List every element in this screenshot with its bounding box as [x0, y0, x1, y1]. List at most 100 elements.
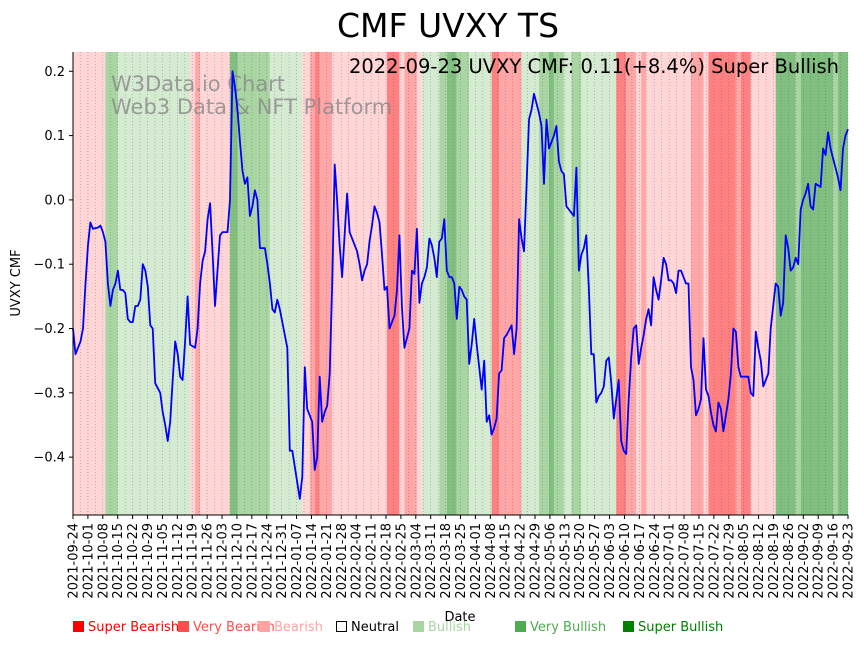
- legend-label: Super Bearish: [88, 620, 180, 635]
- x-tick-label: 2022-02-11: [365, 523, 380, 599]
- x-tick-label: 2022-08-19: [767, 523, 782, 599]
- legend-item-super-bullish: Super Bullish: [623, 620, 723, 635]
- x-tick-label: 2022-07-22: [707, 523, 722, 599]
- x-tick-label: 2022-03-25: [454, 523, 469, 599]
- x-tick-label: 2021-12-10: [230, 523, 245, 599]
- band-super-bearish: [491, 52, 500, 515]
- x-tick-label: 2022-04-01: [469, 523, 484, 599]
- legend-swatch-icon: [515, 621, 526, 632]
- x-tick-label: 2022-09-23: [842, 523, 857, 599]
- y-tick-label: −0.2: [33, 322, 65, 337]
- x-axis-label: Date: [444, 610, 475, 625]
- watermark-line-2: Web3 Data & NFT Platform: [111, 95, 392, 119]
- x-tick-label: 2021-10-22: [126, 523, 141, 599]
- band-bearish: [636, 52, 642, 515]
- band-very-bearish: [626, 52, 637, 515]
- x-tick-label: 2021-11-12: [171, 523, 186, 599]
- legend-item-neutral: Neutral: [336, 620, 399, 635]
- band-bullish: [563, 52, 572, 515]
- x-tick-label: 2022-06-24: [648, 523, 663, 599]
- band-super-bearish: [314, 52, 320, 515]
- band-super-bullish: [548, 52, 554, 515]
- y-tick-label: −0.3: [33, 386, 65, 401]
- x-tick-label: 2021-10-01: [81, 523, 96, 599]
- watermark-line-1: W3Data.io Chart: [111, 72, 285, 96]
- band-super-bullish: [775, 52, 796, 515]
- legend-item-bearish: Bearish: [259, 620, 323, 635]
- x-tick-label: 2022-04-08: [484, 523, 499, 599]
- x-tick-label: 2021-10-29: [141, 523, 156, 599]
- x-tick-label: 2022-08-26: [782, 523, 797, 599]
- band-very-bullish: [456, 52, 470, 515]
- y-tick-label: 0.0: [44, 193, 65, 208]
- x-tick-label: 2021-12-24: [260, 523, 275, 599]
- x-tick-label: 2022-07-01: [663, 523, 678, 599]
- x-tick-label: 2022-09-16: [827, 523, 842, 599]
- band-very-bearish: [735, 52, 741, 515]
- x-tick-label: 2022-01-28: [335, 523, 350, 599]
- x-tick-label: 2022-02-04: [350, 523, 365, 599]
- sentiment-bands: [73, 52, 848, 515]
- chart-title: CMF UVXY TS: [337, 6, 559, 45]
- band-super-bullish: [838, 52, 848, 515]
- band-bearish: [750, 52, 776, 515]
- y-ticks: 0.2 0.1 0.0 −0.1 −0.2 −0.3 −0.4: [33, 65, 73, 466]
- x-tick-label: 2022-05-20: [573, 523, 588, 599]
- band-super-bullish: [229, 52, 238, 515]
- x-tick-label: 2021-09-24: [67, 523, 82, 599]
- x-tick-label: 2022-07-08: [678, 523, 693, 599]
- x-tick-label: 2021-12-17: [245, 523, 260, 599]
- x-tick-label: 2022-05-27: [588, 523, 603, 599]
- legend-swatch-icon: [623, 621, 634, 632]
- x-tick-label: 2021-12-31: [275, 523, 290, 599]
- band-very-bullish: [833, 52, 839, 515]
- band-very-bullish: [553, 52, 564, 515]
- x-tick-label: 2021-10-08: [96, 523, 111, 599]
- legend: Super Bearish Very Bearish Bearish Neutral B…: [73, 620, 853, 638]
- x-tick-label: 2022-06-10: [618, 523, 633, 599]
- legend-item-very-bearish: Very Bearish: [178, 620, 275, 635]
- y-axis-label: UVXY CMF: [9, 249, 24, 316]
- x-tick-label: 2021-10-15: [111, 523, 126, 599]
- legend-swatch-icon: [259, 621, 270, 632]
- cmf-series: [72, 70, 849, 500]
- band-very-bearish: [195, 52, 201, 515]
- band-very-bearish: [319, 52, 333, 515]
- band-super-bullish: [446, 52, 457, 515]
- y-tick-label: 0.2: [44, 65, 65, 80]
- band-very-bearish: [499, 52, 522, 515]
- legend-swatch-icon: [178, 621, 189, 632]
- x-tick-label: 2021-11-05: [156, 523, 171, 599]
- band-bearish: [73, 52, 106, 515]
- x-tick-label: 2022-03-11: [424, 523, 439, 599]
- y-tick-label: −0.4: [33, 451, 65, 466]
- x-tick-label: 2022-06-03: [603, 523, 618, 599]
- x-tick-label: 2022-02-18: [379, 523, 394, 599]
- band-super-bearish: [616, 52, 627, 515]
- y-tick-label: 0.1: [44, 129, 65, 144]
- legend-item-super-bearish: Super Bearish: [73, 620, 179, 635]
- series-line-uvxy-cmf: [72, 70, 849, 500]
- legend-label: Neutral: [351, 620, 399, 635]
- band-very-bearish: [309, 52, 315, 515]
- band-bearish: [302, 52, 310, 515]
- x-tick-label: 2022-05-13: [558, 523, 573, 599]
- y-tick-label: −0.1: [33, 258, 65, 273]
- watermark: W3Data.io Chart Web3 Data & NFT Platform: [111, 72, 392, 119]
- x-tick-label: 2022-04-29: [529, 523, 544, 599]
- legend-swatch-icon: [73, 621, 84, 632]
- band-very-bullish: [538, 52, 549, 515]
- x-tick-label: 2022-03-04: [409, 523, 424, 599]
- x-tick-label: 2022-05-06: [543, 523, 558, 599]
- x-tick-label: 2022-04-15: [499, 523, 514, 599]
- x-tick-label: 2022-07-29: [722, 523, 737, 599]
- band-very-bullish: [257, 52, 270, 515]
- legend-item-bullish: Bullish: [413, 620, 471, 635]
- legend-label: Bullish: [428, 620, 472, 635]
- band-bullish: [581, 52, 617, 515]
- x-tick-label: 2022-01-21: [320, 523, 335, 599]
- band-very-bullish: [571, 52, 582, 515]
- x-tick-label: 2022-01-07: [290, 523, 305, 599]
- legend-label: Super Bullish: [638, 620, 724, 635]
- x-tick-label: 2022-01-14: [305, 523, 320, 599]
